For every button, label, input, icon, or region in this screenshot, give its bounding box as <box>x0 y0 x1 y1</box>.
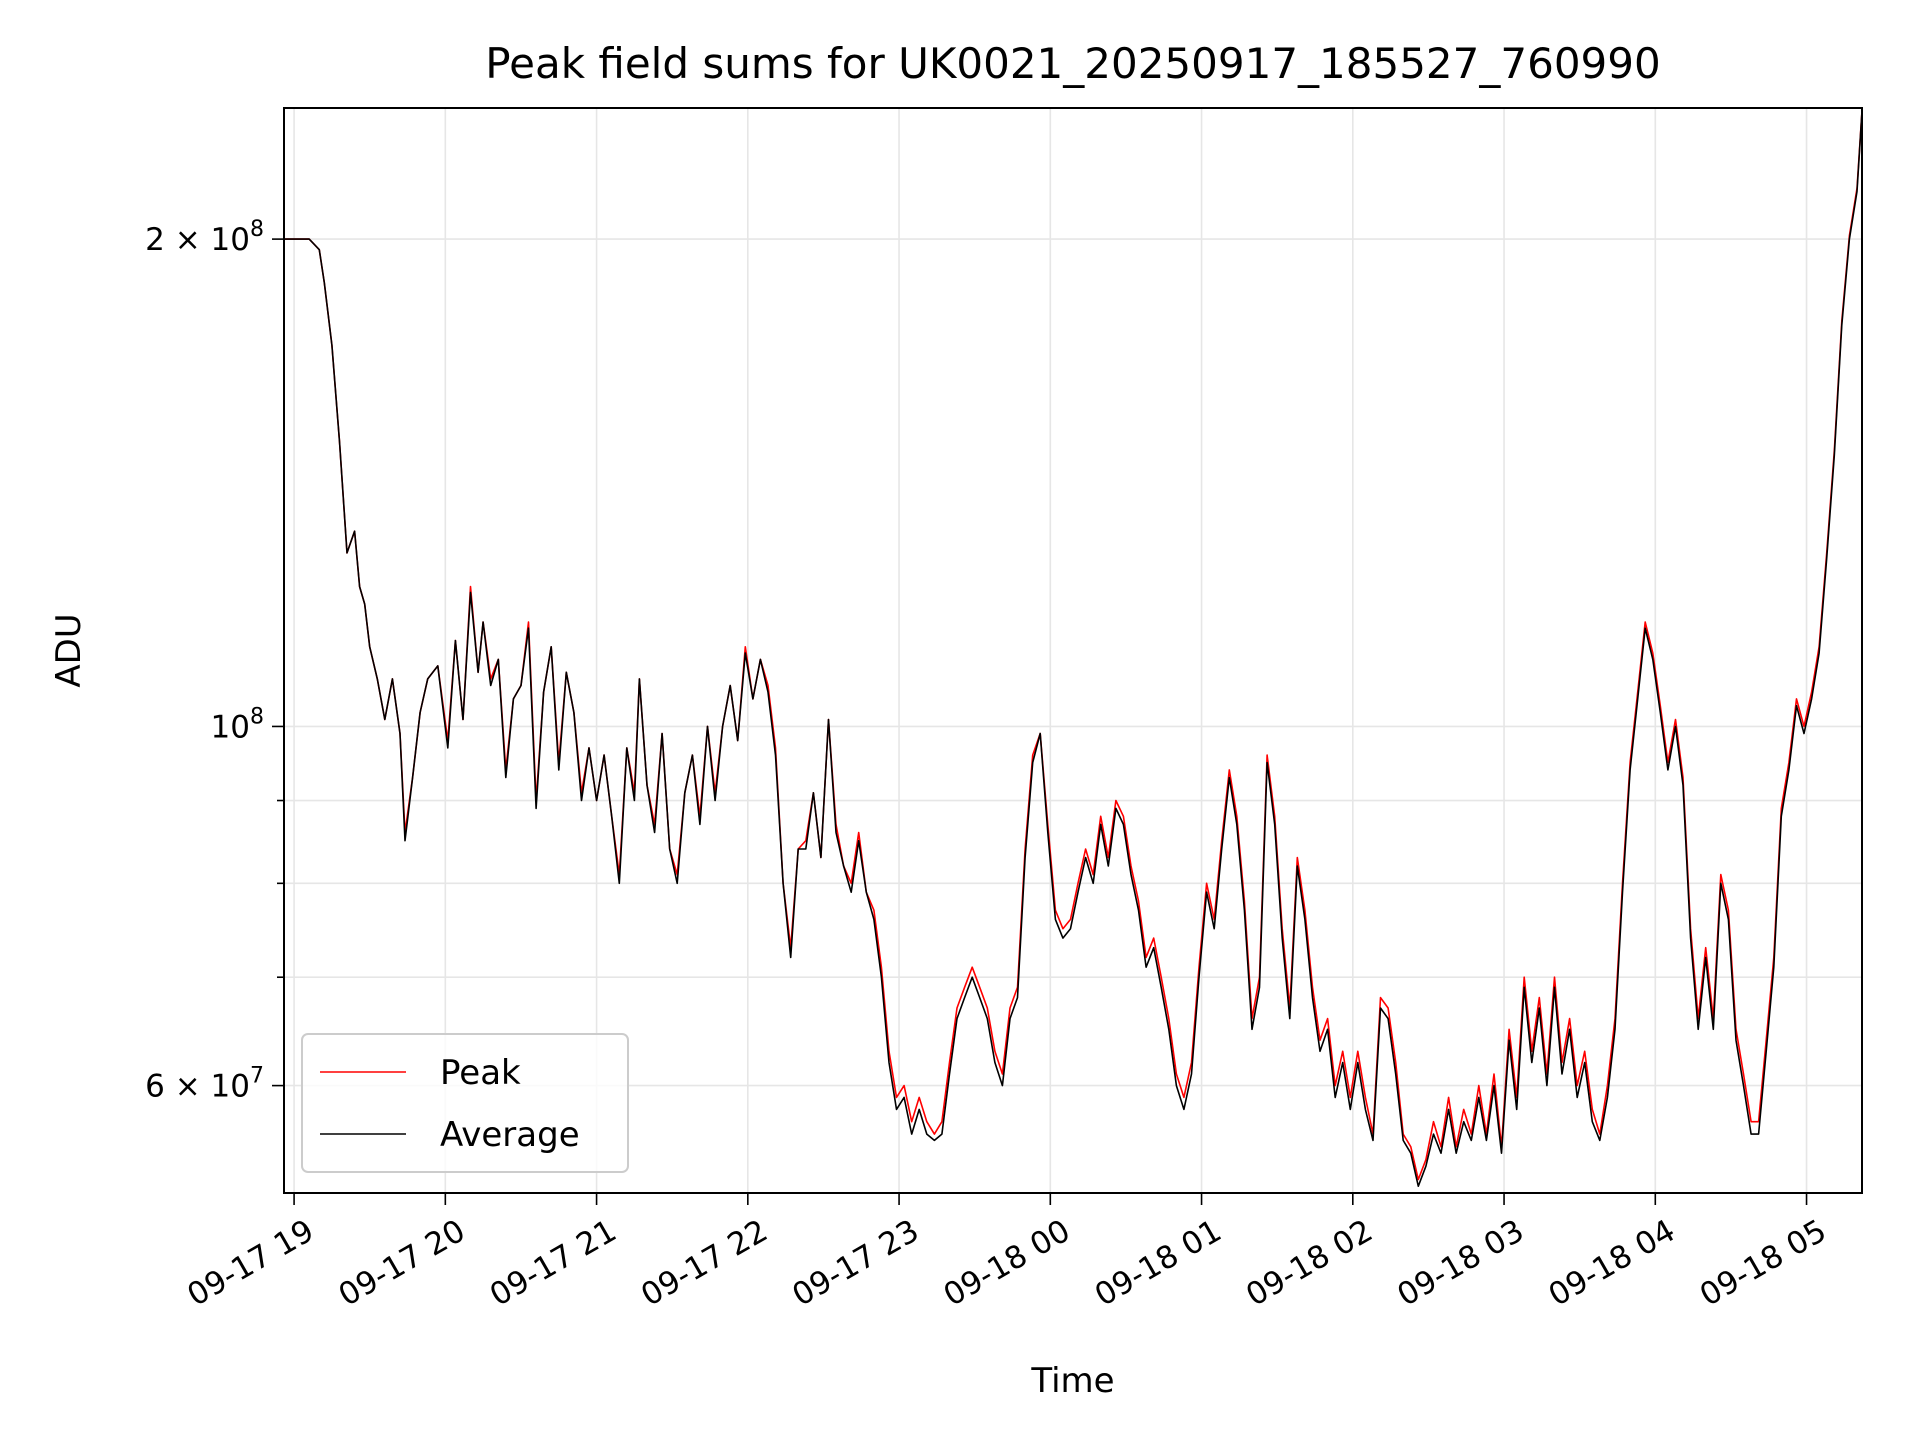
y-tick-label-base: 6 × 10 <box>145 1069 250 1105</box>
y-axis-label: ADU <box>49 613 89 687</box>
series-lines <box>284 110 1863 1187</box>
y-tick-label-exponent: 8 <box>250 217 264 242</box>
y-tick-label: 6 × 107 <box>145 1064 264 1105</box>
x-tick-label: 09-18 00 <box>938 1213 1077 1314</box>
x-tick-label: 09-18 03 <box>1391 1213 1530 1314</box>
x-tick-label: 09-18 02 <box>1240 1213 1379 1314</box>
x-axis: 09-17 19 09-17 20 09-17 21 09-17 22 09-17 23… <box>181 1193 1833 1314</box>
legend: Peak Average <box>301 1033 629 1173</box>
grid <box>284 108 1862 1193</box>
y-tick-label-base: 10 <box>211 709 250 745</box>
chart-title: Peak field sums for UK0021_20250917_1855… <box>485 39 1660 88</box>
series-line-average <box>284 110 1863 1187</box>
y-tick-label: 108 <box>211 704 264 745</box>
x-tick-label: 09-18 04 <box>1543 1213 1682 1314</box>
x-tick-label: 09-17 22 <box>635 1213 774 1314</box>
series-line-peak <box>284 110 1863 1181</box>
y-tick-label-base: 2 × 10 <box>145 222 250 258</box>
x-tick-label: 09-18 01 <box>1089 1213 1228 1314</box>
legend-label-average: Average <box>440 1115 580 1155</box>
y-tick-label-exponent: 7 <box>250 1064 264 1089</box>
x-tick-label: 09-17 19 <box>181 1213 320 1314</box>
x-tick-label: 09-17 23 <box>786 1213 925 1314</box>
x-axis-label: Time <box>1030 1361 1114 1401</box>
legend-box <box>301 1033 629 1173</box>
legend-label-peak: Peak <box>440 1053 521 1093</box>
x-tick-label: 09-17 21 <box>484 1213 623 1314</box>
x-tick-label: 09-18 05 <box>1694 1213 1833 1314</box>
plot-frame <box>283 107 1863 1194</box>
y-tick-label: 2 × 108 <box>145 217 264 258</box>
y-tick-label-exponent: 8 <box>250 704 264 729</box>
x-tick-label: 09-17 20 <box>333 1213 472 1314</box>
